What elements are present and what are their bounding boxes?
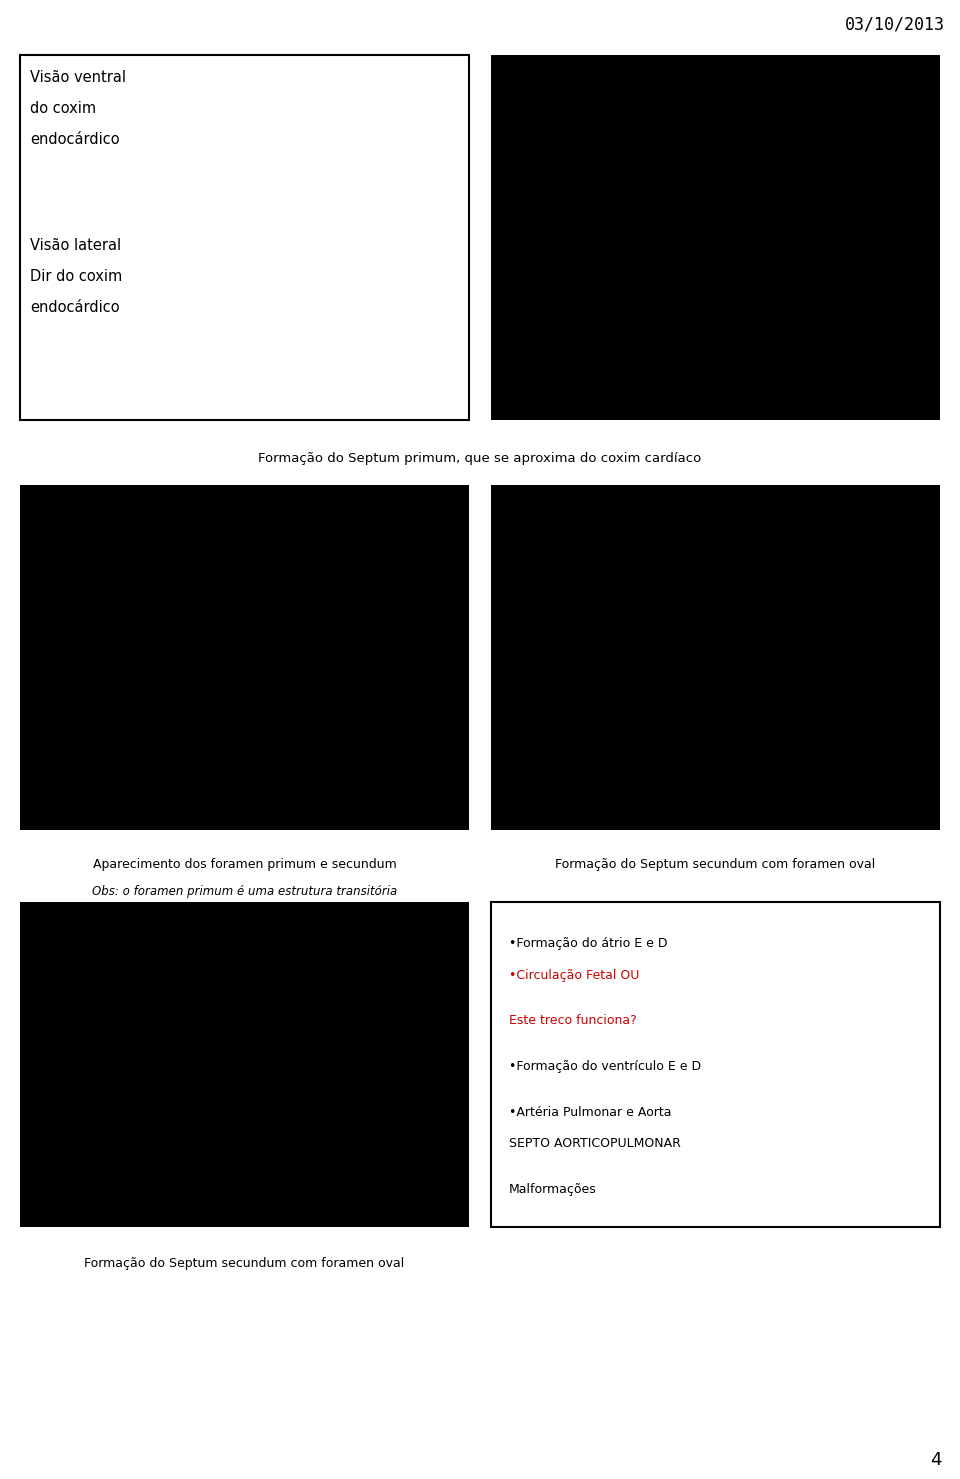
Text: endocárdico: endocárdico	[30, 132, 120, 146]
Text: Aparecimento dos foramen primum e secundum: Aparecimento dos foramen primum e secund…	[92, 858, 396, 871]
Text: do coxim: do coxim	[30, 101, 96, 115]
Text: •Circulação Fetal OU: •Circulação Fetal OU	[509, 969, 639, 982]
Text: Visão ventral: Visão ventral	[30, 70, 126, 84]
Text: Formação do Septum primum, que se aproxima do coxim cardíaco: Formação do Septum primum, que se aproxi…	[258, 451, 702, 464]
Bar	[20, 902, 469, 1228]
Bar	[491, 902, 940, 1228]
Text: •Formação do átrio E e D: •Formação do átrio E e D	[509, 938, 667, 950]
Text: Formação do Septum secundum com foramen oval: Formação do Septum secundum com foramen …	[84, 1257, 404, 1270]
Text: Dir do coxim: Dir do coxim	[30, 269, 122, 284]
Text: Obs: o foramen primum é uma estrutura transitória: Obs: o foramen primum é uma estrutura tr…	[92, 884, 397, 898]
Bar	[491, 55, 940, 420]
Text: Visão lateral: Visão lateral	[30, 238, 121, 253]
Text: Malformações: Malformações	[509, 1183, 597, 1195]
Bar	[491, 485, 940, 830]
Text: 03/10/2013: 03/10/2013	[845, 15, 945, 33]
Text: SEPTO AORTICOPULMONAR: SEPTO AORTICOPULMONAR	[509, 1137, 681, 1151]
Text: Formação do Septum secundum com foramen oval: Formação do Septum secundum com foramen …	[556, 858, 876, 871]
Text: Este treco funciona?: Este treco funciona?	[509, 1015, 636, 1028]
Text: •Artéria Pulmonar e Aorta: •Artéria Pulmonar e Aorta	[509, 1105, 671, 1118]
Bar	[20, 485, 469, 830]
Text: endocárdico: endocárdico	[30, 300, 120, 315]
Text: 4: 4	[930, 1451, 942, 1469]
Text: •Formação do ventrículo E e D: •Formação do ventrículo E e D	[509, 1060, 701, 1072]
Bar	[20, 55, 469, 420]
